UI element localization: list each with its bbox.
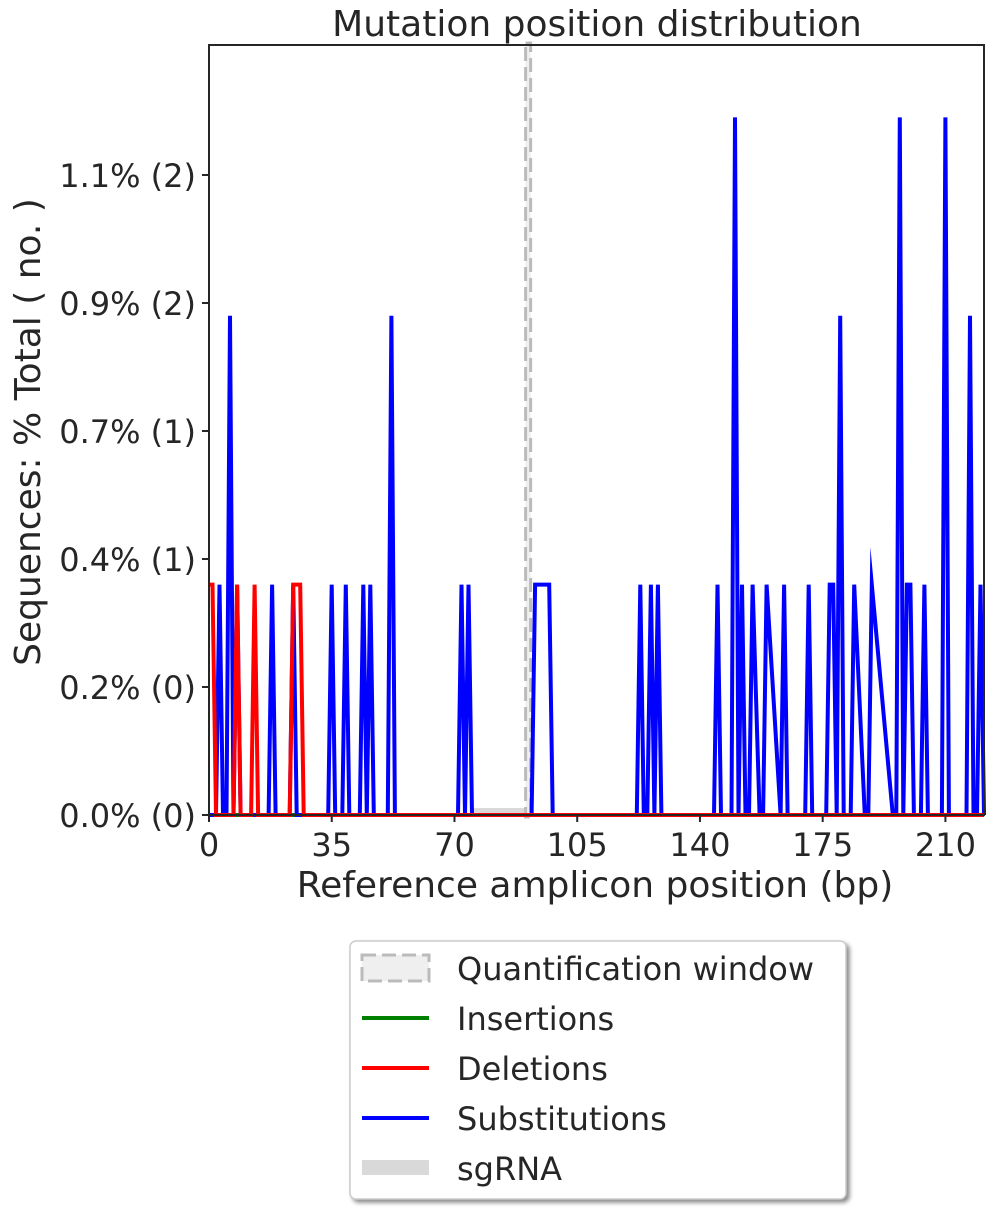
x-tick-label: 210 <box>915 826 976 864</box>
quantification-window-layer <box>524 41 533 819</box>
x-tick-label: 175 <box>792 826 853 864</box>
plot-frame <box>208 44 985 816</box>
legend-label-deletions: Deletions <box>457 1050 608 1088</box>
x-tick-label: 105 <box>547 826 608 864</box>
legend-frame <box>349 940 847 1200</box>
quantification-window <box>524 41 533 819</box>
sgrna-band-layer <box>472 808 525 815</box>
legend: Quantification window Insertions Deletio… <box>349 940 847 1200</box>
legend-label-insertions: Insertions <box>457 1000 614 1038</box>
x-axis-label: Reference amplicon position (bp) <box>297 865 894 906</box>
legend-swatch-quantification-window <box>360 953 431 983</box>
legend-label-quantification-window: Quantification window <box>457 950 814 988</box>
y-tick-label: 1.1% (2) <box>59 157 196 195</box>
y-tick-label: 0.2% (0) <box>59 669 196 707</box>
series-layer <box>209 117 986 817</box>
axes-layer <box>208 44 985 816</box>
y-tick-label: 0.7% (1) <box>59 413 196 451</box>
chart-title: Mutation position distribution <box>332 4 862 45</box>
ticks-layer: 0 35 70 105 140 175 210 0.0% (0) 0.2% (0) 0.4% (1… <box>59 157 976 864</box>
sgrna-band <box>472 808 525 815</box>
y-tick-label: 0.4% (1) <box>59 541 196 579</box>
legend-label-substitutions: Substitutions <box>457 1100 667 1138</box>
series-line-substitutions <box>209 117 986 817</box>
y-axis-label: Sequences: % Total ( no. ) <box>8 198 49 666</box>
x-tick-label: 35 <box>311 826 352 864</box>
x-tick-label: 0 <box>199 826 219 864</box>
y-tick-label: 0.0% (0) <box>59 797 196 835</box>
legend-label-sgrna: sgRNA <box>457 1150 562 1188</box>
legend-swatch-sgrna <box>362 1160 429 1175</box>
y-tick-label: 0.9% (2) <box>59 285 196 323</box>
x-tick-label: 70 <box>434 826 475 864</box>
x-tick-label: 140 <box>669 826 730 864</box>
